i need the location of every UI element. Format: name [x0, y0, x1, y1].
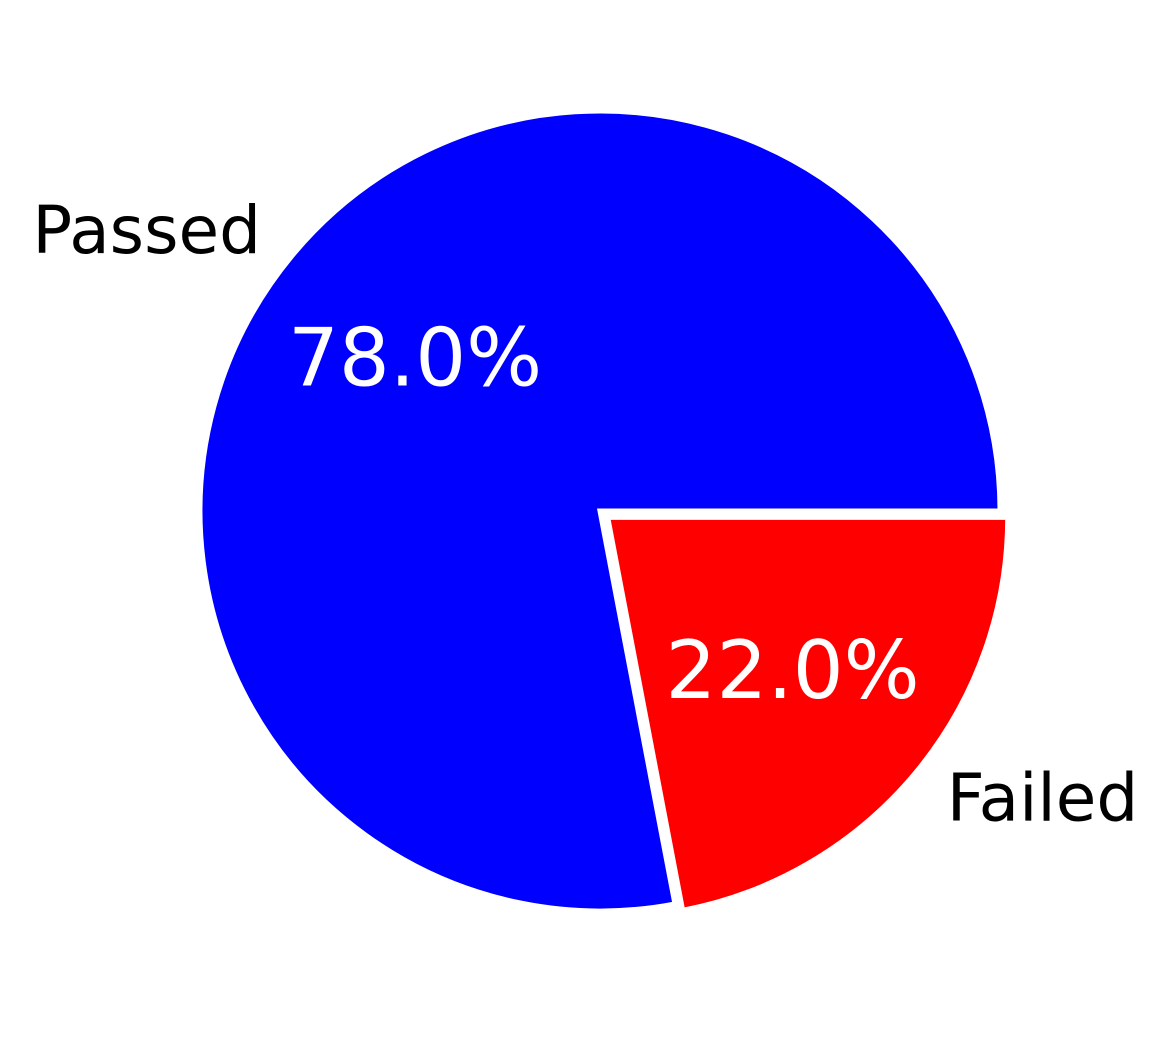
pie-slice-failed	[604, 514, 1011, 914]
slice-percent-passed: 78.0%	[288, 312, 542, 405]
slice-label-failed: Failed	[947, 759, 1139, 836]
slice-percent-failed: 22.0%	[666, 624, 920, 717]
slice-label-passed: Passed	[32, 192, 261, 269]
pie-slice-passed	[197, 108, 1003, 914]
